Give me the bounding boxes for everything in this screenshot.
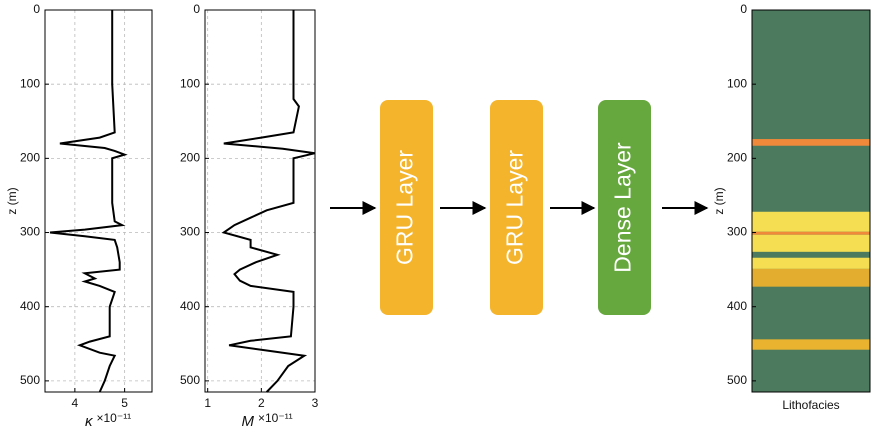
x-axis-label: Lithofacies [782,398,839,412]
x-tick-label: 1 [204,396,211,410]
y-tick-label: 400 [20,299,40,313]
facies-band [752,257,870,269]
y-tick-label: 100 [20,76,40,90]
y-tick-label: 300 [20,225,40,239]
facies-band [752,231,870,235]
y-tick-label: 500 [180,373,200,387]
y-tick-label: 200 [20,151,40,165]
line-series [221,10,316,393]
facies-band [752,268,870,287]
x-axis-label: κ [85,413,94,430]
x-tick-label: 2 [258,396,265,410]
y-tick-label: 100 [727,76,747,90]
facies-background [752,10,870,392]
y-tick-label: 500 [20,373,40,387]
facies-band [752,339,870,350]
layer-box [380,100,433,315]
x-tick-label: 3 [312,396,319,410]
y-axis-label: z (m) [712,187,726,214]
plot-frame [751,9,871,393]
layer-box [598,100,651,315]
x-tick-label: 5 [121,396,128,410]
y-tick-label: 400 [180,299,200,313]
x-scale-label: ×10⁻¹¹ [97,411,132,425]
y-tick-label: 0 [193,2,200,16]
y-tick-label: 200 [727,151,747,165]
layer-label: GRU Layer [502,150,528,265]
facies-band [752,234,870,252]
y-tick-label: 300 [727,225,747,239]
y-tick-label: 0 [740,2,747,16]
layer-label: Dense Layer [610,142,636,273]
y-axis-label: z (m) [5,187,19,214]
x-axis-label: M [242,413,255,430]
line-series [49,10,128,393]
plot-frame [44,9,153,393]
x-tick-label: 4 [72,396,79,410]
y-tick-label: 300 [180,225,200,239]
y-tick-label: 500 [727,373,747,387]
layer-box [490,100,543,315]
plot-frame [204,9,316,393]
y-tick-label: 400 [727,299,747,313]
x-scale-label: ×10⁻¹¹ [258,411,293,425]
y-tick-label: 100 [180,76,200,90]
y-tick-label: 0 [33,2,40,16]
y-tick-label: 200 [180,151,200,165]
layer-label: GRU Layer [392,150,418,265]
facies-band [752,211,870,232]
facies-band [752,139,870,146]
